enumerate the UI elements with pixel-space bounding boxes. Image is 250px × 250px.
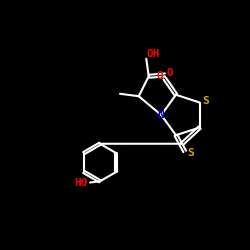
Text: OH: OH [146, 49, 160, 59]
Text: O: O [166, 68, 173, 78]
Text: HO: HO [74, 178, 88, 188]
Text: N: N [158, 110, 164, 120]
Text: O: O [157, 71, 164, 81]
Text: S: S [202, 96, 209, 106]
Text: S: S [188, 148, 194, 158]
